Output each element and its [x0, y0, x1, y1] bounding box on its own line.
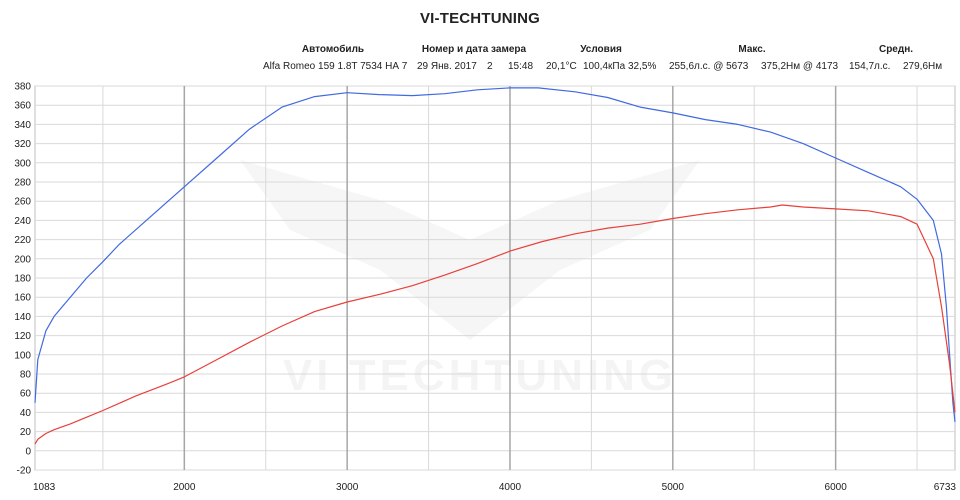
- humidity-value: 32,5%: [628, 61, 657, 72]
- y-tick-label: 360: [14, 101, 31, 112]
- header-max-label: Макс.: [738, 44, 766, 55]
- y-tick-label: 60: [20, 389, 32, 400]
- y-tick-label: 320: [14, 139, 31, 150]
- avg-torque-value: 279,6Нм: [903, 61, 943, 72]
- y-tick-label: 20: [20, 427, 32, 438]
- y-tick-label: 40: [20, 408, 32, 419]
- y-tick-label: 240: [14, 216, 31, 227]
- power-line: [34, 204, 956, 445]
- y-tick-label: 300: [14, 158, 31, 169]
- time-value: 15:48: [508, 61, 534, 72]
- avg-power-value: 154,7л.с.: [849, 61, 891, 72]
- x-tick-label: 6733: [934, 482, 957, 493]
- y-tick-label: 380: [14, 82, 31, 93]
- y-tick-label: 140: [14, 312, 31, 323]
- x-tick-label: 4000: [499, 482, 522, 493]
- watermark-text: VI TECHTUNING: [283, 351, 677, 400]
- x-tick-label: 6000: [825, 482, 848, 493]
- pressure-value: 100,4кПа: [583, 61, 626, 72]
- watermark: VI TECHTUNING: [240, 160, 700, 400]
- temp-value: 20,1°C: [546, 61, 577, 72]
- y-tick-label: 180: [14, 274, 31, 285]
- max-torque-value: 375,2Нм @ 4173: [761, 61, 839, 72]
- torque-line: [34, 87, 956, 423]
- y-tick-label: 200: [14, 254, 31, 265]
- y-tick-label: 0: [25, 446, 31, 457]
- header-avg-label: Средн.: [878, 44, 914, 55]
- x-tick-label: 1083: [33, 482, 56, 493]
- y-tick-label: -20: [17, 466, 32, 477]
- run-value: 2: [487, 61, 493, 72]
- car-value: Alfa Romeo 159 1.8T 7534 НА 7: [263, 61, 408, 72]
- watermark-logo: [240, 160, 700, 340]
- x-tick-label: 5000: [662, 482, 685, 493]
- y-tick-label: 80: [20, 370, 32, 381]
- max-power-value: 255,6л.с. @ 5673: [669, 61, 749, 72]
- header-conditions-label: Условия: [580, 44, 622, 55]
- header-measure-label: Номер и дата замера: [421, 44, 527, 55]
- header-car-label: Автомобиль: [301, 44, 365, 55]
- y-tick-label: 340: [14, 120, 31, 131]
- y-tick-label: 160: [14, 293, 31, 304]
- y-tick-label: 120: [14, 331, 31, 342]
- y-tick-label: 280: [14, 178, 31, 189]
- x-tick-label: 3000: [336, 482, 359, 493]
- chart-title: VI-TECHTUNING: [419, 10, 541, 27]
- date-value: 29 Янв. 2017: [417, 61, 477, 72]
- x-tick-label: 2000: [173, 482, 196, 493]
- y-tick-label: 220: [14, 235, 31, 246]
- y-tick-label: 100: [14, 350, 31, 361]
- y-tick-label: 260: [14, 197, 31, 208]
